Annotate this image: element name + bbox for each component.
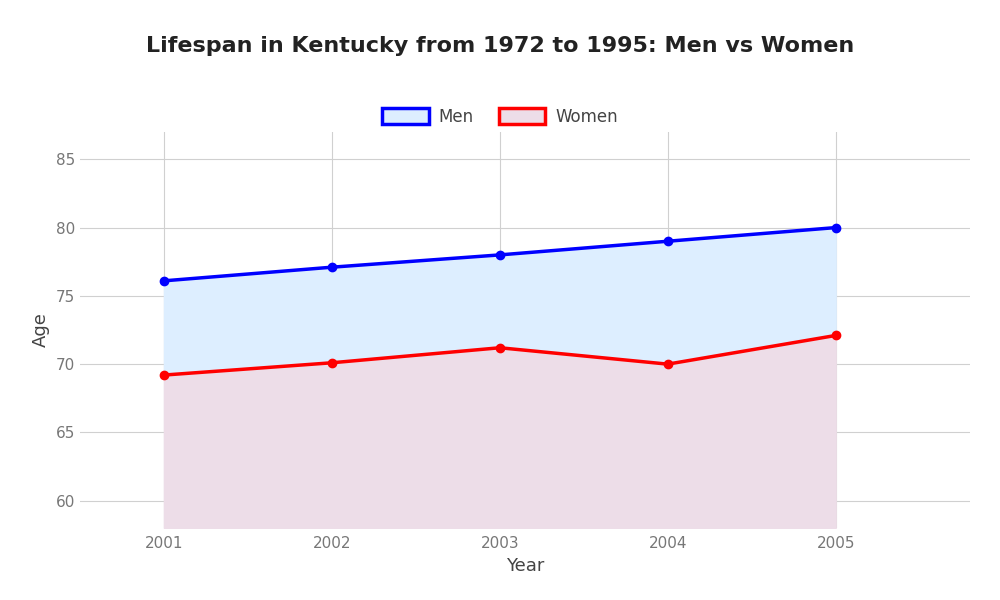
Text: Lifespan in Kentucky from 1972 to 1995: Men vs Women: Lifespan in Kentucky from 1972 to 1995: …	[146, 36, 854, 56]
Y-axis label: Age: Age	[32, 313, 50, 347]
X-axis label: Year: Year	[506, 557, 544, 575]
Legend: Men, Women: Men, Women	[375, 101, 625, 133]
